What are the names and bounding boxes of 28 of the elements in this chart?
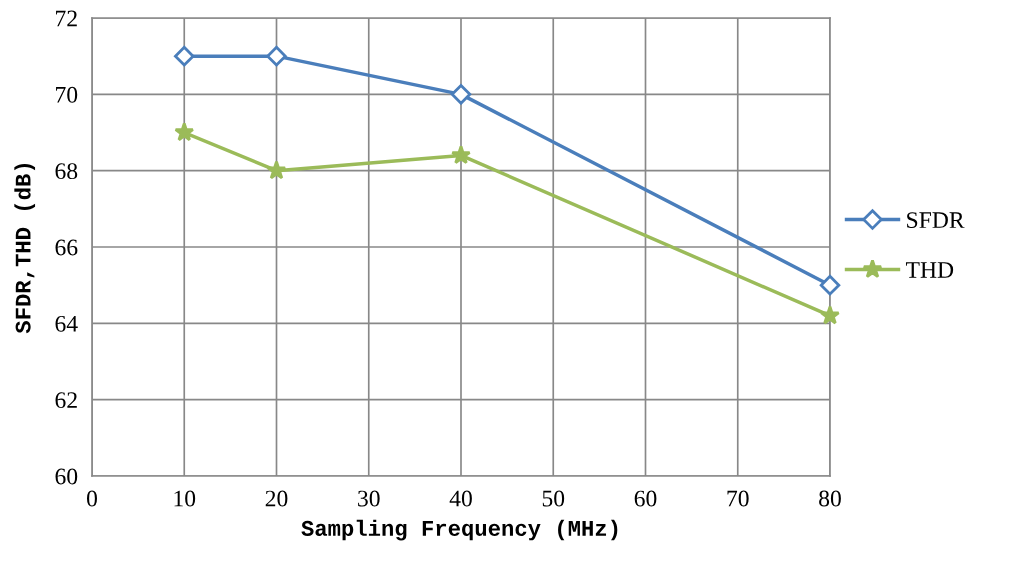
point (450, 84, 472, 105)
y-tick-label: 68 (55, 163, 78, 180)
x-tick-label: 40 (449, 490, 472, 507)
y-tick-label: 66 (55, 239, 78, 256)
x-tick-label: 80 (819, 490, 841, 507)
y-tick-label: 70 (56, 86, 78, 103)
x-axis-title: Sampling Frequency (MHz) (301, 519, 618, 541)
legend-label: THD (905, 262, 954, 278)
x-tick-label: 50 (542, 490, 565, 507)
legend-label: SFDR (907, 212, 965, 229)
x-tick-label: 0 (87, 490, 97, 507)
y-tick-label: 60 (55, 468, 78, 485)
point (820, 305, 840, 325)
x-tick-label: 20 (265, 490, 288, 507)
point (819, 274, 841, 296)
point (174, 45, 195, 67)
point (266, 160, 287, 180)
point (451, 144, 471, 165)
x-tick-label: 10 (174, 490, 196, 507)
x-tick-label: 60 (634, 490, 657, 507)
point (174, 122, 195, 142)
y-tick-label: 64 (55, 315, 78, 332)
y-tick-label: 62 (55, 392, 77, 409)
y-axis-title: SFDR,THD (dB) (14, 164, 36, 334)
x-tick-label: 30 (358, 490, 380, 507)
y-tick-label: 72 (56, 10, 77, 27)
x-tick-label: 70 (727, 490, 749, 507)
point (266, 45, 287, 67)
